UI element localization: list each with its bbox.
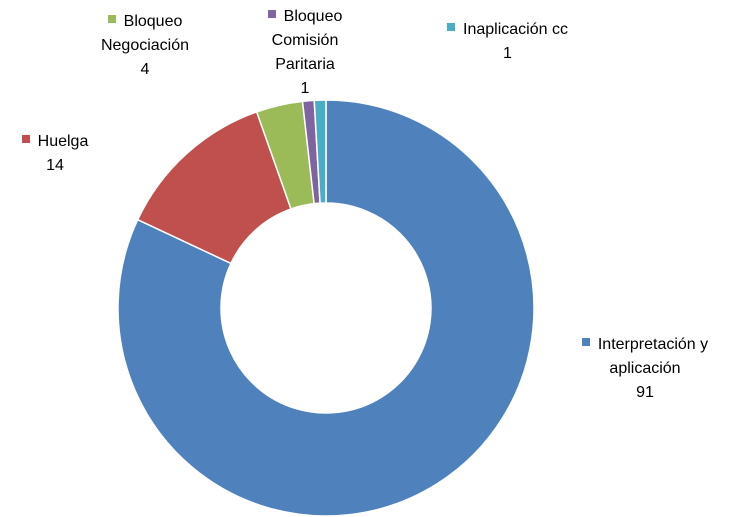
legend-marker <box>21 135 30 143</box>
donut-slice <box>117 99 535 517</box>
label-value: 1 <box>300 80 310 97</box>
label-value: 14 <box>46 157 64 174</box>
label-value: 4 <box>140 61 150 78</box>
data-label: Inaplicación cc 1 <box>420 18 595 66</box>
data-label: Bloqueo Negociación 4 <box>80 10 210 82</box>
label-name: Huelga <box>37 133 89 150</box>
legend-marker <box>107 15 116 23</box>
legend-marker <box>267 10 276 18</box>
legend-marker <box>581 338 590 346</box>
data-label: Bloqueo Comisión Paritaria 1 <box>255 5 355 101</box>
legend-marker <box>447 23 456 31</box>
data-label: Huelga 14 <box>5 130 105 178</box>
data-label: Interpretación y aplicación 91 <box>560 333 730 405</box>
label-name: Interpretación y aplicación <box>597 336 709 377</box>
label-name: Bloqueo Comisión Paritaria <box>271 8 343 73</box>
label-name: Inaplicación cc <box>463 21 568 38</box>
donut-slice <box>313 99 327 204</box>
label-value: 1 <box>503 45 512 62</box>
label-name: Bloqueo Negociación <box>100 13 190 54</box>
label-value: 91 <box>636 384 654 401</box>
